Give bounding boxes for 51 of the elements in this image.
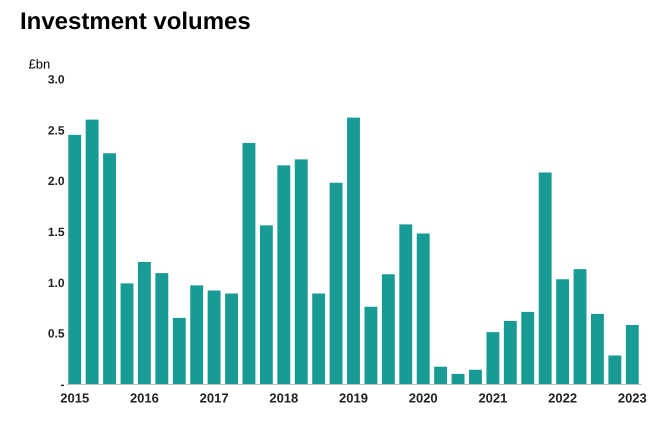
x-tick-label: 2015 — [60, 390, 90, 406]
bar — [590, 314, 604, 384]
y-axis-title: £bn — [28, 56, 50, 72]
bar — [68, 134, 82, 384]
bar — [242, 143, 256, 384]
bar — [225, 294, 238, 384]
bar — [103, 153, 116, 384]
y-tick-label: - — [60, 378, 64, 392]
x-tick-label: 2023 — [618, 390, 647, 406]
bar — [556, 279, 570, 384]
bar — [155, 273, 168, 384]
y-tick-label: 2.5 — [48, 123, 65, 138]
bar — [538, 172, 552, 384]
bar — [138, 262, 151, 384]
bar — [452, 374, 464, 384]
bar — [382, 274, 395, 384]
x-tick-label: 2016 — [130, 390, 159, 406]
bar — [86, 120, 99, 384]
bar — [312, 294, 326, 384]
x-tick-label: 2022 — [548, 390, 578, 406]
bar — [486, 332, 500, 384]
bar — [172, 318, 186, 384]
bar — [190, 285, 204, 384]
y-tick-label: 0.5 — [48, 326, 65, 341]
y-tick-label: 1.5 — [48, 225, 65, 239]
y-tick-label: 3.0 — [48, 72, 65, 86]
x-tick-label: 2018 — [269, 390, 298, 406]
bar — [347, 118, 360, 384]
x-tick-label: 2019 — [339, 390, 368, 406]
bar — [208, 290, 221, 384]
bar — [521, 312, 534, 384]
bar — [608, 356, 622, 384]
chart-title: Investment volumes — [20, 8, 251, 35]
bar — [364, 306, 378, 384]
bar — [416, 234, 430, 384]
bar — [294, 159, 308, 384]
bar — [399, 224, 412, 384]
bar — [626, 325, 639, 384]
bar — [469, 370, 482, 384]
bar — [330, 182, 343, 384]
x-tick-label: 2020 — [408, 390, 438, 406]
x-tick-label: 2021 — [478, 390, 508, 406]
bar — [260, 225, 273, 384]
y-tick-label: 1.0 — [48, 276, 65, 290]
bar — [120, 283, 134, 384]
bar — [277, 165, 290, 384]
bar — [574, 269, 586, 384]
bar — [504, 320, 517, 384]
x-tick-label: 2017 — [200, 390, 229, 406]
y-tick-label: 2.0 — [48, 174, 65, 188]
bar — [434, 366, 448, 384]
